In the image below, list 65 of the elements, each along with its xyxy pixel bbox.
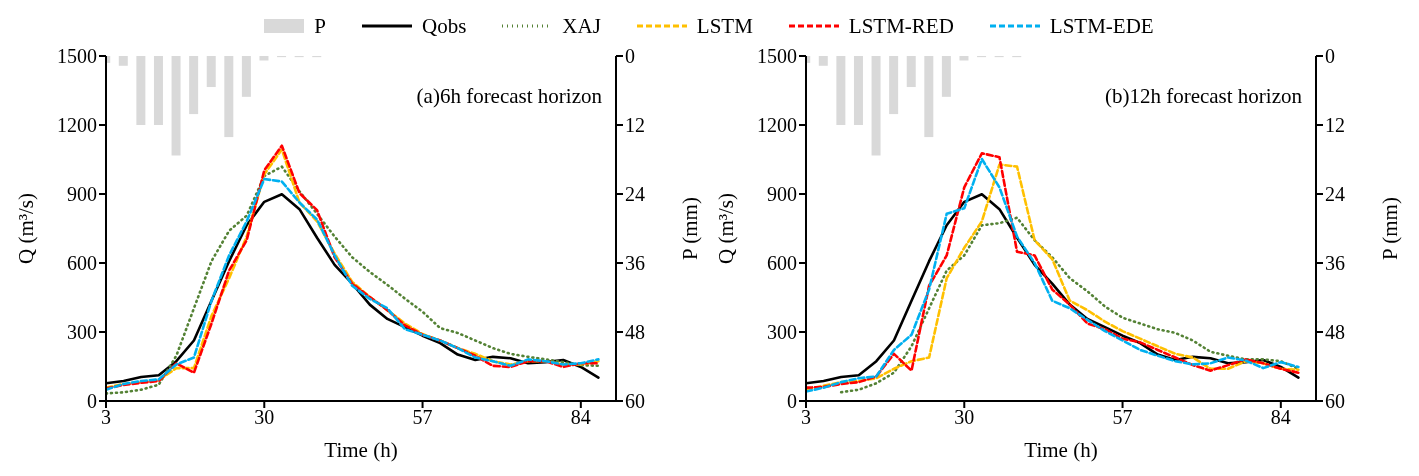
bar <box>189 56 199 115</box>
y-tick-label: 600 <box>67 252 97 275</box>
x-tick-label: 3 <box>801 406 811 429</box>
y-axis-title: Q (m³/s) <box>14 192 39 265</box>
y-tick-label: 0 <box>787 390 797 413</box>
legend-label: Qobs <box>421 13 467 39</box>
x-tick-label: 57 <box>1112 406 1133 429</box>
y2-tick-label: 60 <box>1325 390 1345 413</box>
y-tick-label: 900 <box>67 183 97 206</box>
bar <box>906 56 916 88</box>
y-tick-label: 1500 <box>57 45 97 68</box>
y-tick-label: 600 <box>767 252 797 275</box>
bar <box>206 56 216 88</box>
bar <box>871 56 881 156</box>
legend-label: XAJ <box>562 13 601 39</box>
bar <box>241 56 251 97</box>
bar <box>889 56 899 115</box>
x-tick-label: 30 <box>954 406 975 429</box>
y-tick-label: 300 <box>67 321 97 344</box>
y2-tick-label: 48 <box>1325 321 1345 344</box>
y-tick-label: 0 <box>87 390 97 413</box>
legend-label: LSTM-EDE <box>1049 13 1154 39</box>
bar <box>171 56 181 156</box>
bar <box>924 56 934 138</box>
bar <box>259 56 269 61</box>
y2-tick-label: 36 <box>625 252 645 275</box>
y2-tick-label: 60 <box>625 390 645 413</box>
bar <box>153 56 163 125</box>
x-tick-label: 3 <box>101 406 111 429</box>
y2-axis-title: P (mm) <box>1378 197 1403 260</box>
y2-tick-label: 12 <box>1325 114 1345 137</box>
bar <box>853 56 863 125</box>
y-axis-title: Q (m³/s) <box>714 192 739 265</box>
bar <box>818 56 828 66</box>
legend-label: LSTM-RED <box>848 13 954 39</box>
legend-label: P <box>314 13 326 39</box>
y-tick-label: 300 <box>767 321 797 344</box>
y2-tick-label: 24 <box>1325 183 1345 206</box>
y2-tick-label: 24 <box>625 183 645 206</box>
x-axis-title: Time (h) <box>1024 438 1098 462</box>
x-tick-label: 30 <box>254 406 275 429</box>
y-tick-label: 1500 <box>757 45 797 68</box>
bar <box>836 56 846 125</box>
x-tick-label: 57 <box>412 406 433 429</box>
y2-tick-label: 36 <box>1325 252 1345 275</box>
bar <box>941 56 951 97</box>
x-tick-label: 84 <box>570 406 591 429</box>
annotation: (b)12h forecast horizon <box>1104 84 1302 109</box>
bar <box>136 56 146 125</box>
y2-tick-label: 12 <box>625 114 645 137</box>
y-tick-label: 1200 <box>757 114 797 137</box>
y2-tick-label: 0 <box>625 45 635 68</box>
legend-label: LSTM <box>696 13 753 39</box>
line-series <box>839 216 1300 394</box>
x-axis-title: Time (h) <box>324 438 398 462</box>
y2-tick-label: 48 <box>625 321 645 344</box>
annotation: (a)6h forecast horizon <box>416 84 602 109</box>
y-tick-label: 900 <box>767 183 797 206</box>
bar <box>224 56 234 138</box>
bar <box>118 56 128 66</box>
bar <box>959 56 969 61</box>
y2-axis-title: P (mm) <box>678 197 703 260</box>
y-tick-label: 1200 <box>57 114 97 137</box>
y2-tick-label: 0 <box>1325 45 1335 68</box>
x-tick-label: 84 <box>1270 406 1291 429</box>
